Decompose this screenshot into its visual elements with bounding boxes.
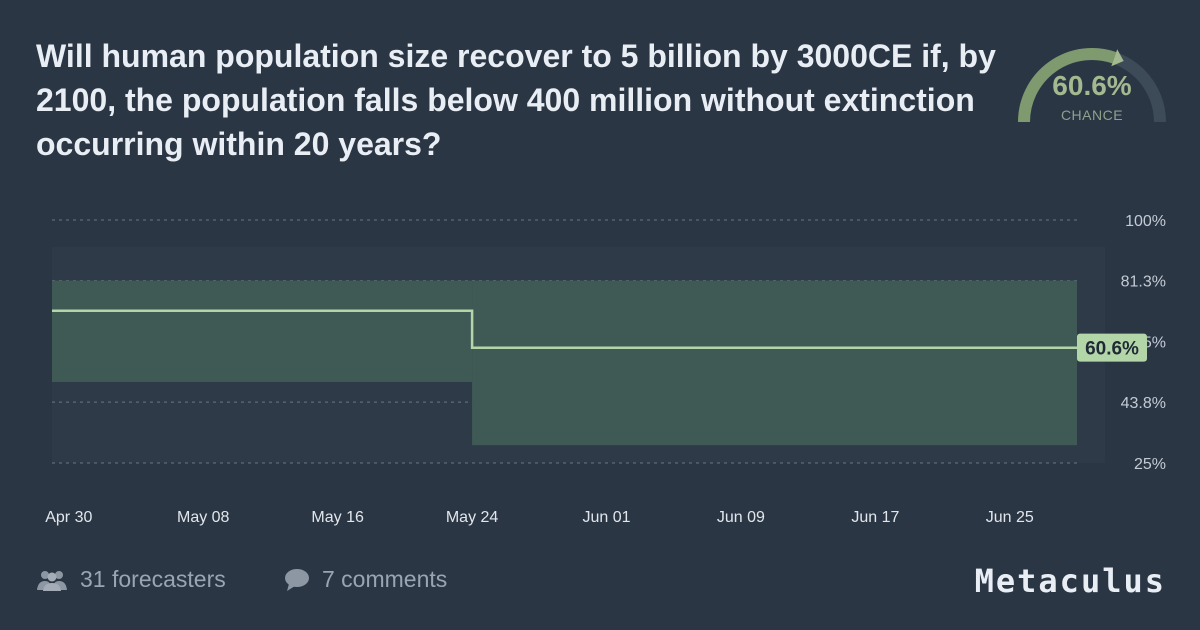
- y-tick-label: 100%: [1125, 213, 1166, 230]
- x-tick-label: Apr 30: [45, 509, 92, 526]
- forecasters-stat: 31 forecasters: [36, 566, 226, 593]
- y-tick-label: 81.3%: [1121, 274, 1166, 291]
- question-title: Will human population size recover to 5 …: [36, 38, 996, 162]
- x-tick-label: May 08: [177, 509, 230, 526]
- x-tick-label: May 16: [311, 509, 364, 526]
- x-tick-label: May 24: [446, 509, 499, 526]
- y-tick-label: 25%: [1134, 456, 1166, 473]
- users-icon: [36, 568, 68, 592]
- current-value-badge: [1077, 333, 1147, 362]
- x-tick-label: Jun 09: [717, 509, 765, 526]
- confidence-band: [52, 280, 473, 382]
- forecasters-count: 31 forecasters: [80, 566, 226, 592]
- comments-stat: 7 comments: [284, 566, 447, 593]
- comments-count: 7 comments: [322, 566, 448, 592]
- forecast-line: [52, 309, 1077, 349]
- gauge-value: 60.6%: [1052, 70, 1132, 101]
- current-value-label: 60.6%: [1085, 339, 1139, 360]
- x-tick-label: Jun 25: [986, 509, 1034, 526]
- confidence-band: [472, 280, 1077, 446]
- gauge-caption: CHANCE: [1060, 107, 1124, 123]
- x-tick-label: Jun 01: [582, 509, 630, 526]
- gauge-arc: [1018, 48, 1166, 123]
- probability-gauge: 60.6% CHANCE: [1012, 30, 1172, 130]
- x-tick-label: Jun 17: [851, 509, 899, 526]
- y-tick-label: 43.8%: [1121, 395, 1166, 412]
- brand-logo: Metaculus: [974, 562, 1166, 600]
- comment-icon: [284, 568, 310, 592]
